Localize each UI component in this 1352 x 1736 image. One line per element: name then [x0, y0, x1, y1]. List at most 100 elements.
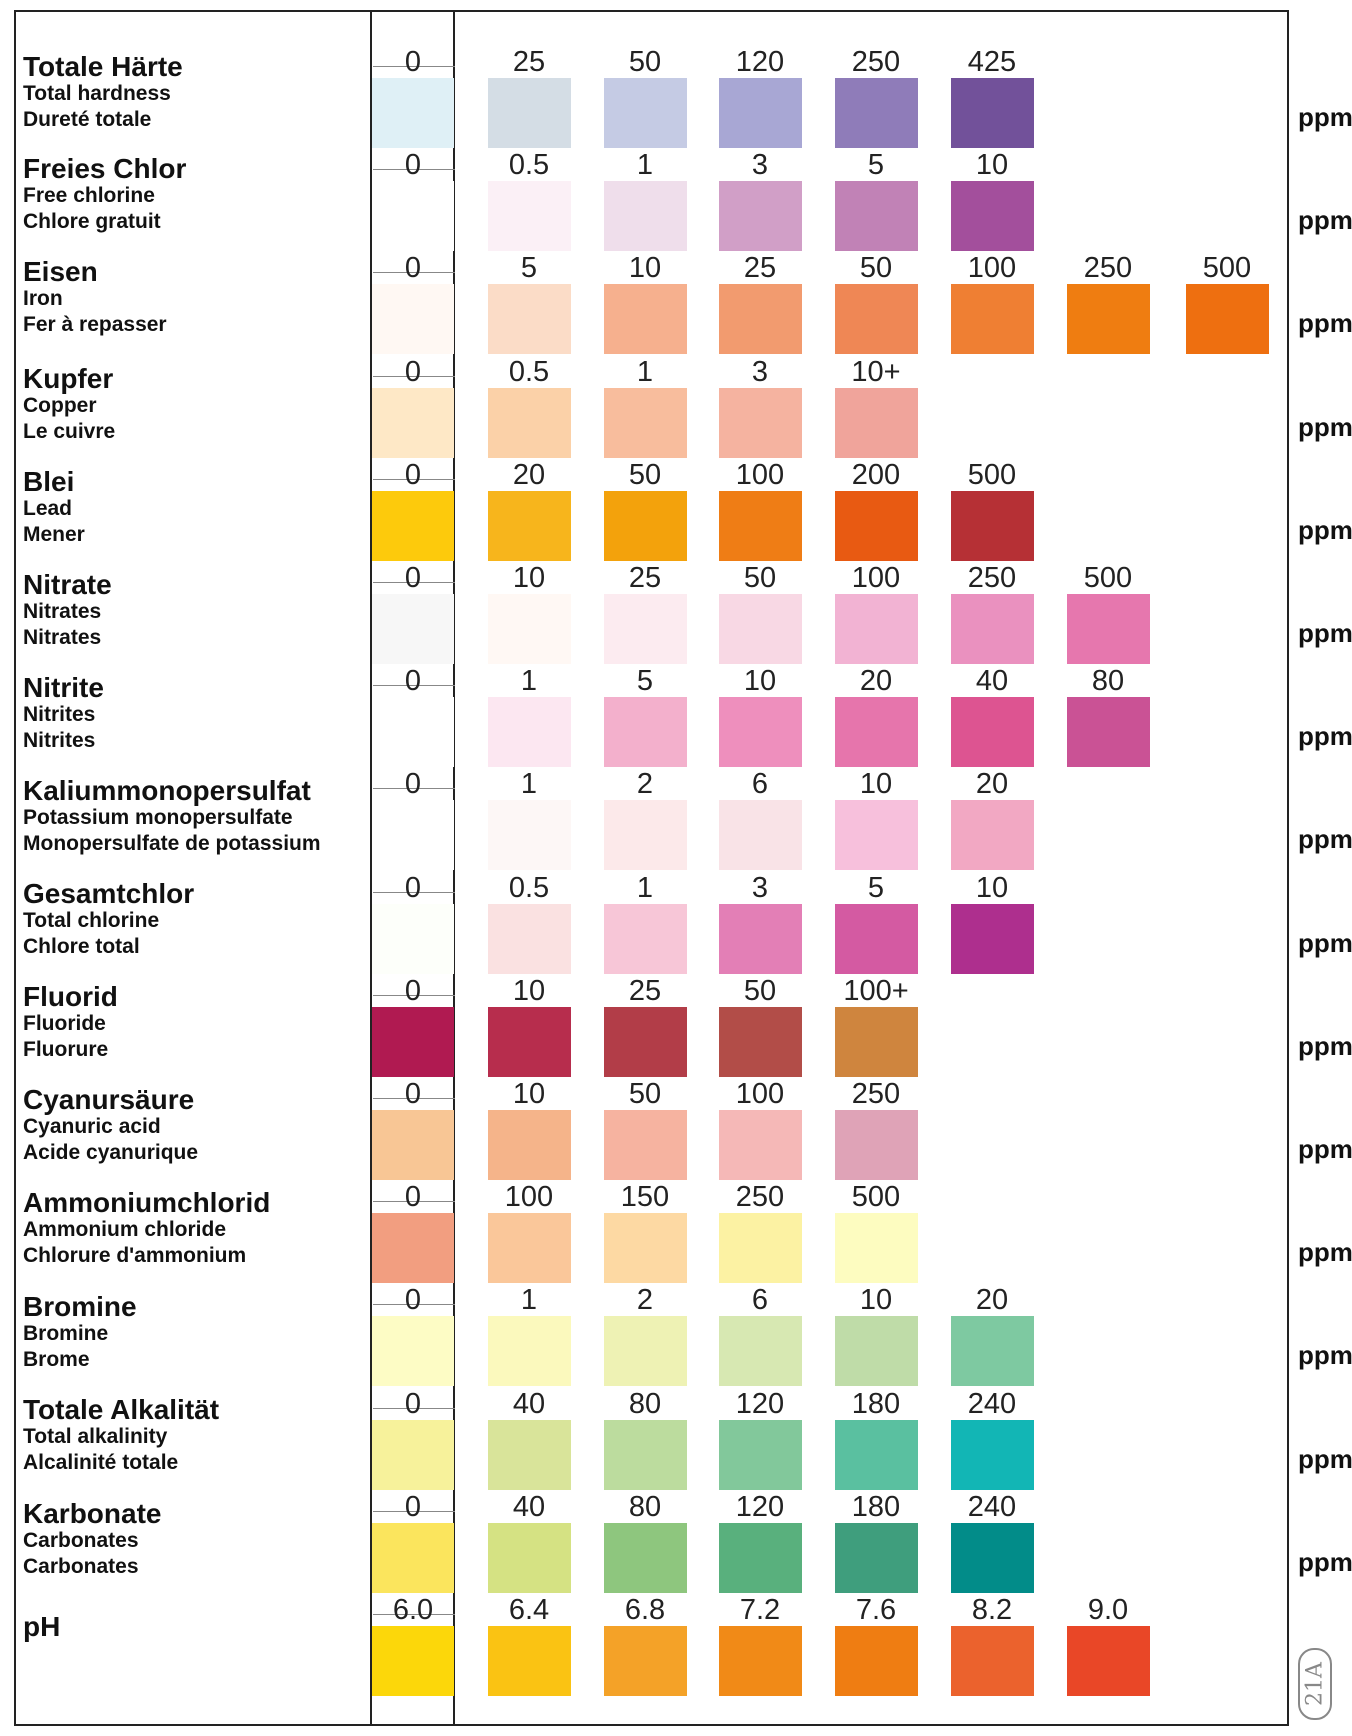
- color-swatch: [487, 490, 571, 561]
- concentration-label: 10: [859, 768, 893, 801]
- color-swatch: [834, 1316, 918, 1387]
- concentration-label: 1: [636, 355, 654, 388]
- parameter-label: Kupfer Copper Le cuivre: [23, 364, 368, 445]
- parameter-name-de: Gesamtchlor: [23, 878, 195, 909]
- color-swatch: [487, 78, 571, 148]
- color-swatch: [950, 800, 1034, 871]
- parameter-name-fr: Chlore total: [23, 935, 140, 958]
- chart-row: Ammoniumchlorid Ammonium chloride Chlorure…: [0, 1182, 1352, 1310]
- concentration-label: 240: [967, 1490, 1017, 1523]
- parameter-name-fr: Carbonates: [23, 1555, 139, 1578]
- parameter-name-en: Nitrites: [23, 703, 96, 726]
- concentration-label: 250: [735, 1181, 785, 1214]
- color-swatch: [487, 1110, 571, 1180]
- color-swatch: [487, 697, 571, 768]
- concentration-label: 0: [404, 1078, 422, 1110]
- parameter-label: Kaliummonopersulfat Potassium monopersulf…: [23, 776, 368, 857]
- color-swatch: [487, 800, 571, 871]
- color-swatch: [950, 1626, 1034, 1696]
- unit-label: ppm: [1298, 1134, 1352, 1164]
- color-swatch: [487, 1316, 571, 1387]
- concentration-label: 100: [851, 562, 901, 594]
- concentration-label: 10: [975, 149, 1009, 182]
- chart-row: Freies Chlor Free chlorine Chlore gratuit 0…: [0, 150, 1352, 278]
- color-swatch: [950, 1316, 1034, 1387]
- unit-label: ppm: [1298, 618, 1352, 648]
- color-swatch: [1066, 697, 1150, 768]
- parameter-name-fr: Nitrates: [23, 626, 102, 649]
- parameter-name-en: Copper: [23, 394, 97, 417]
- parameter-name-de: Kaliummonopersulfat: [23, 775, 311, 806]
- concentration-label: 1: [520, 665, 538, 698]
- concentration-label: 0: [404, 149, 422, 182]
- concentration-label: 20: [975, 768, 1009, 801]
- color-swatch: [834, 1419, 918, 1490]
- concentration-label: 0: [404, 768, 422, 801]
- color-swatch: [603, 1522, 687, 1593]
- color-swatch: [718, 284, 802, 355]
- unit-label: ppm: [1298, 927, 1352, 958]
- concentration-label: 6: [751, 1284, 769, 1317]
- unit-label: ppm: [1298, 1237, 1352, 1268]
- column-divider-left: [370, 10, 372, 1726]
- chart-row: Kaliummonopersulfat Potassium monopersulf…: [0, 769, 1352, 897]
- color-swatch: [603, 903, 687, 974]
- concentration-label: 3: [751, 149, 769, 182]
- concentration-label: 100: [735, 458, 785, 491]
- color-swatch: [950, 490, 1034, 561]
- parameter-name-de: Nitrate: [23, 569, 112, 600]
- color-swatch: [603, 284, 687, 355]
- color-swatch: [372, 387, 454, 458]
- color-swatch: [834, 903, 918, 974]
- color-swatch: [718, 903, 802, 974]
- concentration-label: 10: [628, 252, 662, 285]
- color-swatch: [603, 1626, 687, 1696]
- unit-label: ppm: [1298, 514, 1352, 545]
- chart-frame: [14, 10, 1289, 1726]
- concentration-label: 1: [520, 1284, 538, 1317]
- concentration-label: 10: [743, 665, 777, 698]
- color-swatch: [372, 1626, 454, 1696]
- parameter-label: Freies Chlor Free chlorine Chlore gratuit: [23, 154, 368, 235]
- parameter-label: Totale Härte Total hardness Dureté totale: [23, 52, 368, 133]
- concentration-label: 40: [975, 665, 1009, 698]
- parameter-label: Fluorid Fluoride Fluorure: [23, 982, 368, 1063]
- chart-row: Bromine Bromine Brome 0 1 2 6 10 20 ppm: [0, 1285, 1352, 1413]
- color-swatch: [834, 181, 918, 252]
- unit-label: ppm: [1298, 1340, 1352, 1371]
- row-separator: [373, 169, 455, 171]
- unit-label: ppm: [1298, 824, 1352, 855]
- parameter-name-en: Cyanuric acid: [23, 1115, 161, 1138]
- parameter-name-fr: Brome: [23, 1348, 90, 1371]
- row-separator: [373, 272, 455, 274]
- parameter-name-en: Carbonates: [23, 1529, 139, 1552]
- parameter-label: Blei Lead Mener: [23, 467, 368, 548]
- code-label: 21A: [1302, 1662, 1328, 1706]
- color-swatch: [372, 1213, 454, 1284]
- concentration-label: 0: [404, 665, 422, 698]
- color-swatch: [718, 181, 802, 252]
- concentration-label: 3: [751, 355, 769, 388]
- row-separator: [373, 788, 455, 790]
- concentration-label: 500: [851, 1181, 901, 1214]
- color-swatch: [718, 387, 802, 458]
- color-swatch: [950, 78, 1034, 148]
- unit-label: ppm: [1298, 102, 1352, 132]
- color-swatch: [718, 1626, 802, 1696]
- color-swatch: [950, 1522, 1034, 1593]
- parameter-name-fr: Dureté totale: [23, 108, 152, 131]
- color-swatch: [487, 594, 571, 664]
- row-separator: [373, 66, 455, 67]
- color-swatch: [372, 1419, 454, 1490]
- concentration-label: 5: [867, 149, 885, 182]
- concentration-label: 0: [404, 1181, 422, 1214]
- code-badge: 21A: [1298, 1648, 1332, 1720]
- concentration-label: 0: [404, 1490, 422, 1523]
- concentration-label: 100: [735, 1078, 785, 1110]
- parameter-name-fr: Nitrites: [23, 729, 96, 752]
- parameter-name-en: Nitrates: [23, 600, 102, 623]
- color-swatch: [372, 78, 454, 148]
- concentration-label: 0: [404, 252, 422, 285]
- row-separator: [373, 1614, 455, 1615]
- parameter-name-en: Iron: [23, 287, 63, 310]
